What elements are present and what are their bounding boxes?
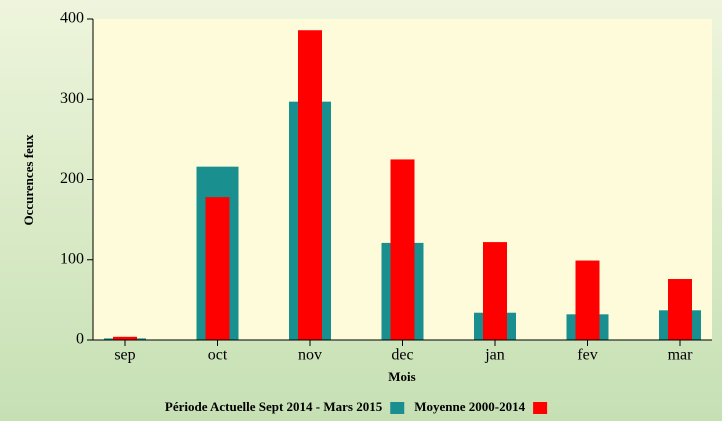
bar [483,242,507,340]
legend-label: Période Actuelle Sept 2014 - Mars 2015 [165,399,383,414]
x-tick-label: mar [668,347,694,364]
bar [113,336,137,340]
y-tick-label: 300 [60,90,84,107]
legend: Période Actuelle Sept 2014 - Mars 2015 Mo… [165,399,548,414]
legend-label: Moyenne 2000-2014 [414,399,525,414]
x-tick-label: nov [298,347,322,364]
x-tick-label: oct [208,347,228,364]
y-tick-label: 100 [60,250,84,267]
y-axis-title: Occurences feux [21,134,36,226]
bar [390,159,415,340]
bar [298,30,322,341]
bar [205,197,230,340]
x-tick-label: fev [577,347,597,364]
x-tick-label: dec [391,347,413,364]
legend-swatch [533,402,548,414]
y-tick-label: 0 [76,331,84,348]
x-axis-title: Mois [388,369,415,384]
legend-swatch [390,402,405,414]
x-tick-label: sep [114,347,135,364]
bar [668,279,692,340]
y-tick-label: 400 [60,10,84,27]
x-tick-label: jan [484,347,505,364]
bar [575,260,600,340]
y-tick-label: 200 [60,170,84,187]
